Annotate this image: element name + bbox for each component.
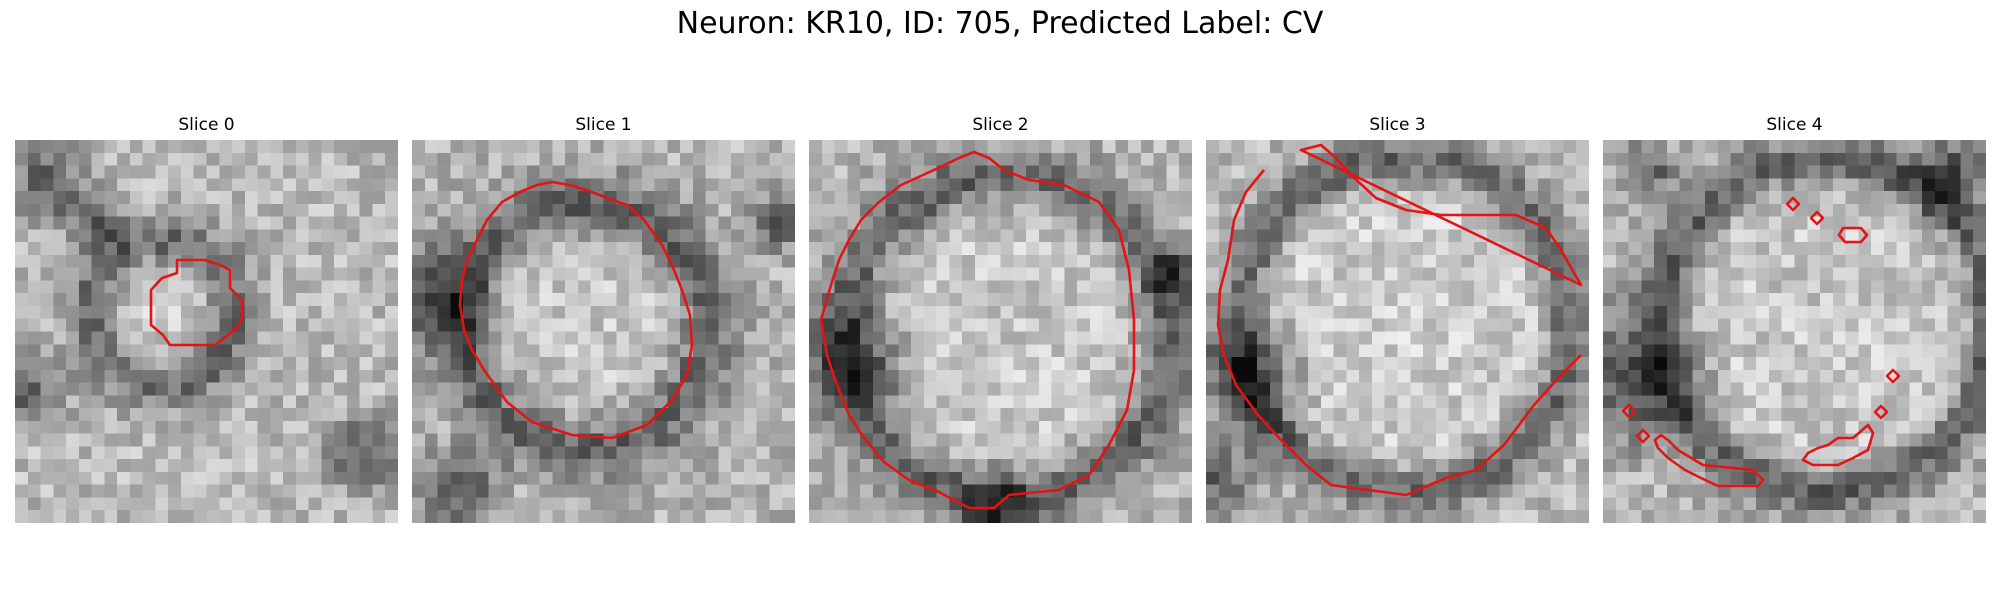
slice-panel-0: Slice 0 [15,115,398,523]
slice-title: Slice 2 [972,115,1029,135]
slice-image [1603,140,1986,523]
slice-title: Slice 1 [575,115,632,135]
roi-contour [1216,143,1583,497]
slice-title: Slice 0 [178,115,235,135]
contour-line [1216,143,1583,497]
contour-line [1801,423,1875,467]
contour-line [1653,433,1765,488]
slice-title: Slice 4 [1766,115,1823,135]
roi-contour [1621,196,1901,488]
contour-line [149,258,244,347]
slice-panel-1: Slice 1 [412,115,795,523]
slice-title: Slice 3 [1369,115,1426,135]
contour-line [1621,403,1637,419]
slice-image [15,140,398,523]
slice-panel-4: Slice 4 [1603,115,1986,523]
roi-contour [149,258,244,347]
contour-line [819,150,1136,510]
contour-line [1885,368,1901,384]
roi-contour [819,150,1136,510]
slice-panel-2: Slice 2 [809,115,1192,523]
slice-image [1206,140,1589,523]
contour-line [1635,428,1651,444]
slice-image [809,140,1192,523]
slice-image [412,140,795,523]
roi-contour [458,180,694,440]
contour-line [458,180,694,440]
slice-panel-3: Slice 3 [1206,115,1589,523]
contour-line [1837,226,1869,244]
figure-title: Neuron: KR10, ID: 705, Predicted Label: … [676,6,1324,41]
contour-line [1809,210,1825,226]
contour-line [1873,404,1889,420]
contour-line [1785,196,1801,212]
